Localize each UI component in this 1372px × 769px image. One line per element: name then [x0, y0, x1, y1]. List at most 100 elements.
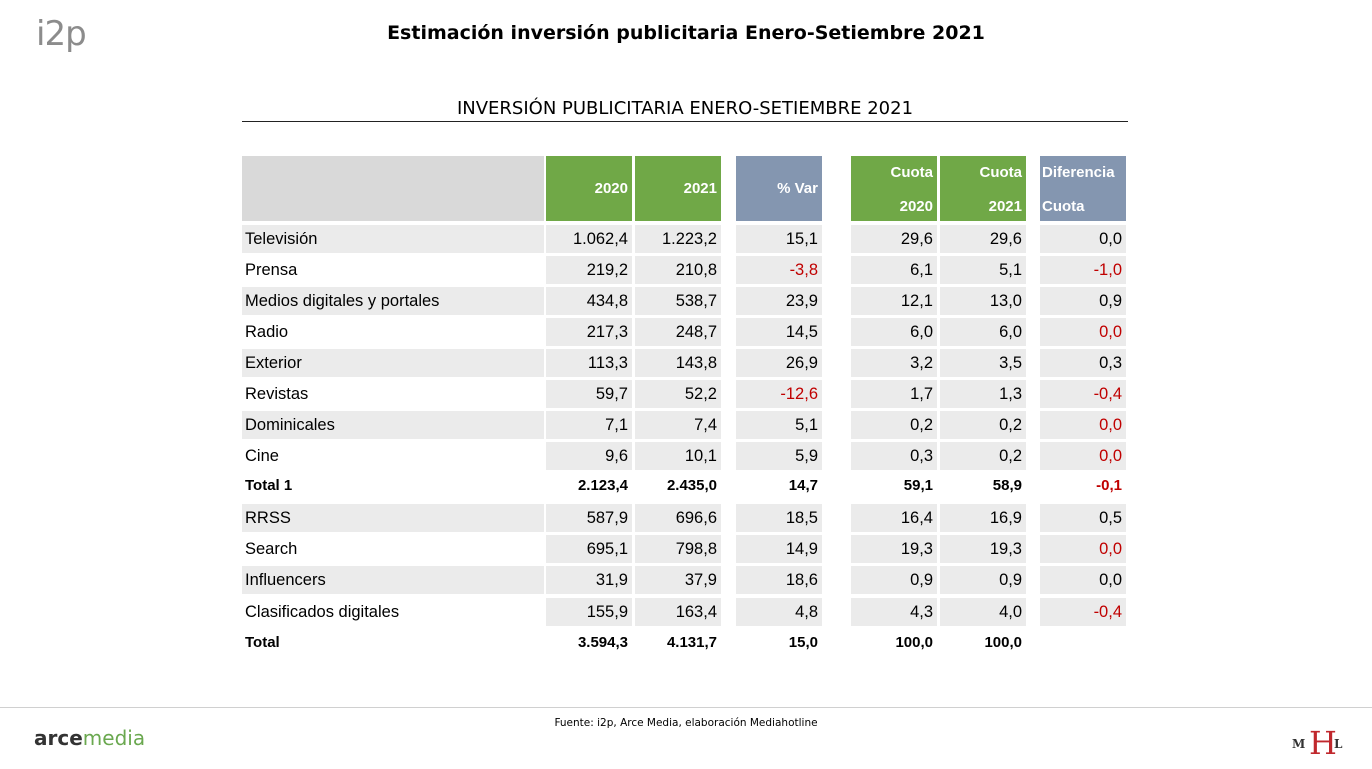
- cell-cuota-2021: 58,9: [992, 477, 1022, 494]
- cell-diferencia: -0,1: [1096, 477, 1122, 494]
- cell-cuota-2021: 1,3: [940, 380, 1026, 408]
- cell-var: 14,5: [736, 318, 822, 346]
- row-label: Dominicales: [242, 411, 544, 439]
- footer-divider: [0, 707, 1372, 708]
- mhl-logo: M H L: [1292, 724, 1343, 758]
- cell-diferencia: 0,5: [1040, 504, 1126, 532]
- cell-var: 15,0: [788, 634, 818, 651]
- row-label: Total 1: [245, 477, 293, 494]
- cell-2020: 695,1: [546, 535, 632, 563]
- cell-cuota-2021: 4,0: [940, 598, 1026, 626]
- cell-diferencia: 0,0: [1040, 411, 1126, 439]
- cell-cuota-2020: 16,4: [851, 504, 937, 532]
- cell-2021: 163,4: [635, 598, 721, 626]
- cell-2020: 3.594,3: [577, 634, 628, 651]
- cell-cuota-2021: 100,0: [984, 634, 1022, 651]
- title-divider: [242, 121, 1128, 122]
- cell-var: 4,8: [736, 598, 822, 626]
- row-label: Radio: [245, 323, 289, 341]
- row-label: Search: [245, 540, 298, 558]
- row-label: Clasificados digitales: [245, 603, 400, 621]
- cell-var: 14,9: [736, 535, 822, 563]
- cell-var: 5,9: [736, 442, 822, 470]
- row-label: Exterior: [242, 349, 544, 377]
- cell-diferencia: 0,0: [1040, 318, 1126, 346]
- cell-2021: 210,8: [635, 256, 721, 284]
- cell-2021: 37,9: [635, 566, 721, 594]
- cell-var: 18,6: [736, 566, 822, 594]
- cell-var: 14,7: [788, 477, 818, 494]
- row-label: Total: [245, 634, 280, 651]
- cell-2020: 587,9: [546, 504, 632, 532]
- cell-cuota-2021: 13,0: [940, 287, 1026, 315]
- cell-cuota-2020: 0,3: [851, 442, 937, 470]
- header-label-cell: [242, 156, 544, 221]
- cell-2020: 113,3: [546, 349, 632, 377]
- header-cuota-2020: Cuota 2020: [851, 156, 937, 221]
- svg-text:L: L: [1334, 737, 1343, 751]
- cell-cuota-2020: 100,0: [895, 634, 933, 651]
- cell-var: -3,8: [736, 256, 822, 284]
- source-note: Fuente: i2p, Arce Media, elaboración Med…: [554, 717, 818, 729]
- cell-2021: 798,8: [635, 535, 721, 563]
- cell-2021: 696,6: [635, 504, 721, 532]
- cell-diferencia: 0,0: [1040, 225, 1126, 253]
- cell-var: 15,1: [736, 225, 822, 253]
- cell-2020: 217,3: [546, 318, 632, 346]
- cell-diferencia: 0,0: [1040, 442, 1126, 470]
- cell-cuota-2021: 0,2: [940, 442, 1026, 470]
- cell-cuota-2020: 1,7: [851, 380, 937, 408]
- cell-cuota-2021: 5,1: [940, 256, 1026, 284]
- cell-cuota-2021: 6,0: [940, 318, 1026, 346]
- cell-cuota-2021: 0,2: [940, 411, 1026, 439]
- cell-2021: 4.131,7: [666, 634, 717, 651]
- cell-cuota-2021: 19,3: [940, 535, 1026, 563]
- i2p-logo: i2p: [36, 14, 87, 54]
- row-label: Cine: [245, 447, 279, 465]
- cell-2020: 9,6: [546, 442, 632, 470]
- cell-2020: 31,9: [546, 566, 632, 594]
- row-label: Revistas: [245, 385, 309, 403]
- header-diferencia-cuota: Diferencia Cuota: [1040, 156, 1126, 221]
- cell-diferencia: [1040, 629, 1126, 657]
- cell-var: 5,1: [736, 411, 822, 439]
- cell-2020: 1.062,4: [546, 225, 632, 253]
- cell-2020: 155,9: [546, 598, 632, 626]
- cell-2021: 7,4: [635, 411, 721, 439]
- cell-diferencia: -0,4: [1040, 598, 1126, 626]
- svg-text:H: H: [1309, 724, 1337, 758]
- header-2021: 2021: [635, 156, 721, 221]
- cell-var: 18,5: [736, 504, 822, 532]
- cell-2021: 538,7: [635, 287, 721, 315]
- cell-2020: 7,1: [546, 411, 632, 439]
- cell-cuota-2020: 29,6: [851, 225, 937, 253]
- cell-diferencia: 0,0: [1040, 566, 1126, 594]
- cell-cuota-2021: 3,5: [940, 349, 1026, 377]
- row-label: Prensa: [245, 261, 298, 279]
- cell-2020: 434,8: [546, 287, 632, 315]
- cell-cuota-2021: 29,6: [940, 225, 1026, 253]
- cell-diferencia: 0,9: [1040, 287, 1126, 315]
- cell-diferencia: -0,4: [1040, 380, 1126, 408]
- cell-2021: 10,1: [635, 442, 721, 470]
- svg-text:M: M: [1292, 737, 1305, 751]
- row-label: Medios digitales y portales: [242, 287, 544, 315]
- cell-diferencia: 0,3: [1040, 349, 1126, 377]
- cell-cuota-2020: 12,1: [851, 287, 937, 315]
- page-title: Estimación inversión publicitaria Enero-…: [387, 22, 985, 44]
- row-label: Influencers: [242, 566, 544, 594]
- cell-var: 26,9: [736, 349, 822, 377]
- cell-cuota-2020: 0,9: [851, 566, 937, 594]
- header-cuota-2021: Cuota 2021: [940, 156, 1026, 221]
- cell-2021: 143,8: [635, 349, 721, 377]
- cell-cuota-2020: 59,1: [903, 477, 933, 494]
- cell-cuota-2020: 6,0: [851, 318, 937, 346]
- cell-cuota-2020: 4,3: [851, 598, 937, 626]
- row-label: RRSS: [242, 504, 544, 532]
- cell-2021: 2.435,0: [666, 477, 717, 494]
- cell-var: 23,9: [736, 287, 822, 315]
- cell-cuota-2020: 3,2: [851, 349, 937, 377]
- cell-var: -12,6: [736, 380, 822, 408]
- cell-cuota-2020: 19,3: [851, 535, 937, 563]
- cell-diferencia: 0,0: [1040, 535, 1126, 563]
